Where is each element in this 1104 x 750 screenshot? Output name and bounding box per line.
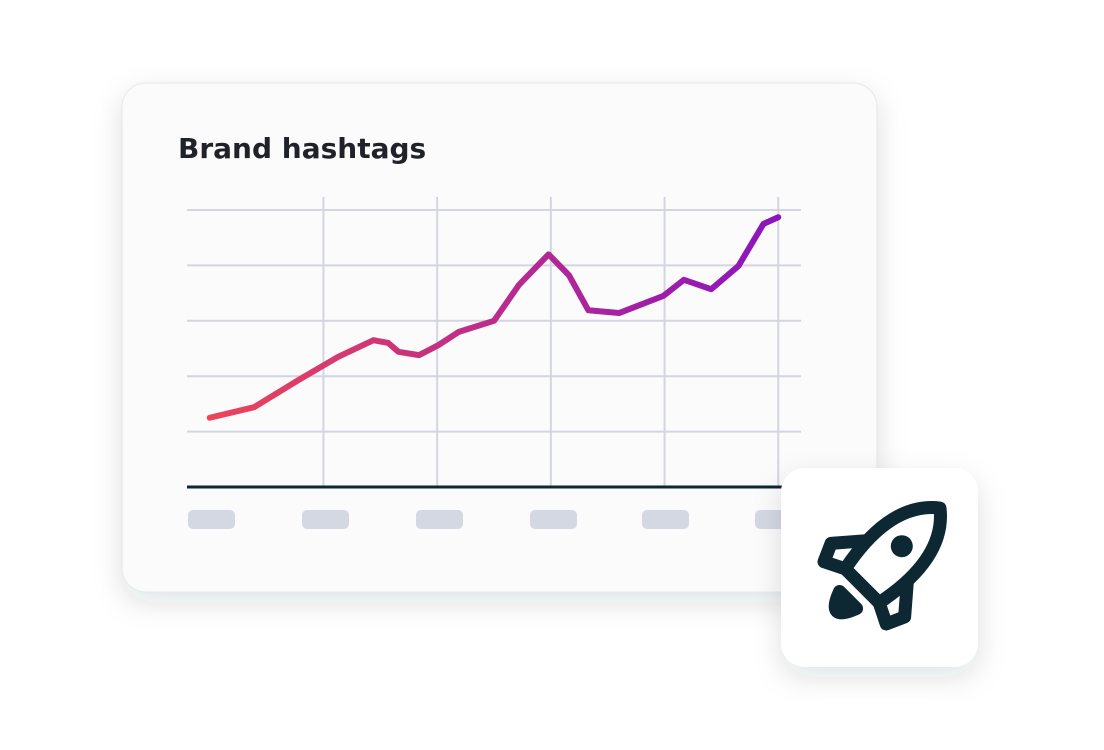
placeholder [188,510,235,529]
icon-tile [781,468,978,667]
placeholder [416,510,463,529]
plot [206,214,782,421]
placeholder [530,510,577,529]
chart-title: Brand hashtags [178,132,426,165]
rocket-icon [817,501,947,631]
placeholder [302,510,349,529]
placeholder [642,510,689,529]
line [206,214,782,421]
